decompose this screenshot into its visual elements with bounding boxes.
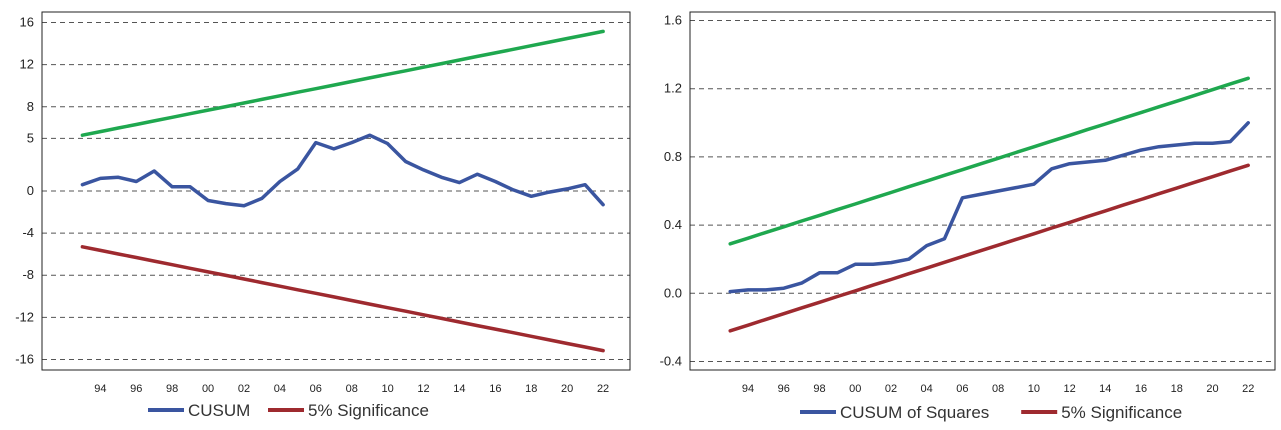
series-line-cusum-of-squares [728,121,1250,294]
y-tick-label: -0.4 [660,353,682,368]
y-tick-label: 1.2 [664,81,682,96]
x-tick-label: 14 [1099,383,1111,395]
y-tick-label: 16 [20,15,34,30]
x-tick-label: 16 [489,383,501,395]
y-tick-label: 8 [27,99,34,114]
legend-label: 5% Significance [1061,403,1182,422]
y-tick-label: -16 [15,351,34,366]
x-tick-label: 08 [992,383,1004,395]
legend-label: 5% Significance [308,401,429,420]
chart-legend: CUSUM of Squares 5% Significance [800,403,1182,422]
x-tick-label: 94 [742,383,754,395]
legend-label: CUSUM of Squares [840,403,989,422]
y-tick-label: 1.6 [664,13,682,28]
x-tick-label: 98 [813,383,825,395]
x-tick-label: 06 [956,383,968,395]
x-tick-label: 04 [274,383,286,395]
x-tick-label: 12 [417,383,429,395]
x-tick-label: 12 [1063,383,1075,395]
y-tick-label: 0.8 [664,149,682,164]
y-tick-label: -12 [15,309,34,324]
x-tick-label: 96 [130,383,142,395]
x-tick-label: 18 [525,383,537,395]
legend-label: CUSUM [188,401,250,420]
x-tick-label: 22 [1242,383,1254,395]
series-line-5-significance [80,245,605,353]
y-tick-label: 0.4 [664,217,682,232]
y-tick-label: 0.0 [664,285,682,300]
x-tick-label: 18 [1171,383,1183,395]
x-tick-label: 10 [1028,383,1040,395]
x-tick-label: 98 [166,383,178,395]
chart-panel-2: 1.6 1.2 0.8 0.4 0.0 -0.4 94 96 98 00 02 04 06 08 10 12 1… [660,11,1276,422]
y-tick-label: 0 [27,183,34,198]
y-tick-label: 12 [20,57,34,72]
x-tick-label: 00 [849,383,861,395]
x-tick-label: 16 [1135,383,1147,395]
x-tick-label: 14 [453,383,465,395]
x-tick-label: 20 [1206,383,1218,395]
x-tick-label: 00 [202,383,214,395]
plot-frame [41,11,631,371]
y-tick-label: 5 [27,130,34,145]
series-line-upper-bound [728,76,1250,246]
x-tick-label: 06 [310,383,322,395]
y-tick-label: -4 [22,225,34,240]
x-tick-label: 04 [921,383,933,395]
plot-frame [689,11,1276,371]
series-line-upper-bound [80,29,605,137]
x-tick-label: 10 [381,383,393,395]
chart-panel-1: 16 12 8 5 0 -4 -8 -12 -16 94 96 98 00 02 04 06 08 10 12 14 1… [15,11,631,420]
x-tick-label: 20 [561,383,573,395]
x-tick-label: 08 [346,383,358,395]
series-line-5-significance [728,163,1250,333]
chart-legend: CUSUM 5% Significance [148,401,429,420]
x-tick-label: 02 [885,383,897,395]
x-tick-label: 22 [597,383,609,395]
x-tick-label: 94 [94,383,106,395]
x-tick-label: 02 [238,383,250,395]
y-tick-label: -8 [22,267,34,282]
x-tick-label: 96 [778,383,790,395]
series-line-cusum [80,133,605,208]
